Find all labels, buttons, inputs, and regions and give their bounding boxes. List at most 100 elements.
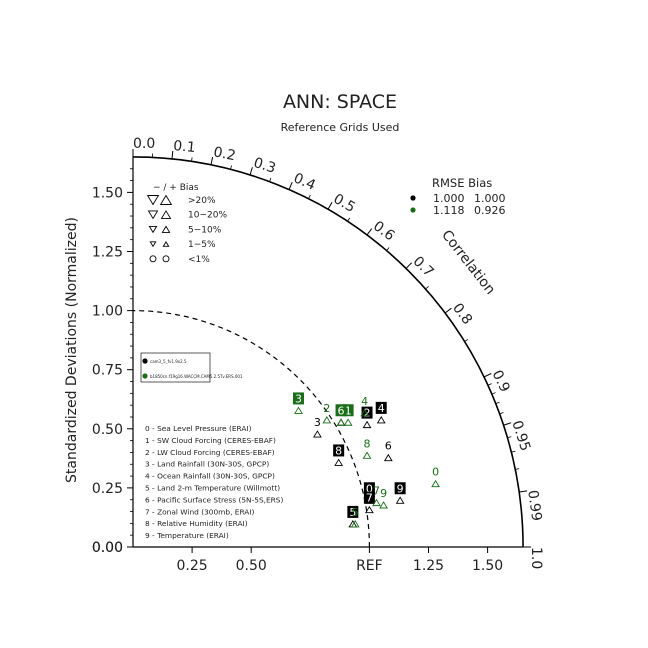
point-label: 5	[352, 506, 359, 519]
corr-tick	[327, 202, 333, 210]
point-label-box	[363, 482, 375, 495]
y-tick-label: 0.00	[92, 540, 123, 556]
data-point-0-6: 6	[383, 440, 393, 462]
point-label: 4	[361, 395, 368, 408]
point-bias-marker	[336, 418, 346, 426]
point-bias-marker	[350, 520, 360, 528]
data-point-0-3: 3	[312, 416, 322, 438]
bias-legend-label: 10−20%	[188, 211, 227, 221]
case-0-label: cam3_5_fv1.9x2.5	[150, 359, 187, 364]
point-label: 1	[345, 404, 352, 417]
data-point-1-4: 4	[360, 395, 370, 417]
point-label: 8	[364, 437, 371, 450]
point-label-box	[363, 491, 375, 504]
data-point-1-7: 7	[372, 485, 381, 507]
y-tick-label: 0.25	[92, 481, 123, 497]
y-tick-label: 0.75	[92, 363, 123, 379]
variable-legend-item: 9 - Temperature (ERAI)	[145, 531, 229, 540]
corr-minor-tick	[507, 436, 512, 439]
point-bias-marker	[362, 451, 372, 459]
data-point-1-0: 0	[431, 466, 440, 488]
point-bias-marker	[365, 505, 374, 514]
corr-minor-tick	[464, 339, 469, 342]
corr-tick	[519, 490, 528, 493]
x-tick-label: 1.50	[472, 558, 503, 574]
point-label: 5	[349, 506, 356, 519]
rmse-bias-table: RMSE Bias 1.000 1.000 1.118 0.926	[410, 176, 506, 217]
point-label: 9	[380, 487, 387, 500]
corr-tick-label: 0.99	[524, 489, 544, 522]
point-label-box	[394, 482, 406, 495]
point-label-box	[361, 406, 373, 419]
bias-legend-label: <1%	[188, 255, 210, 265]
corr-tick-label: 0.9	[489, 368, 513, 395]
rmse-row-0-bias: 1.000	[474, 192, 506, 205]
corr-tick	[483, 373, 492, 378]
point-label: 2	[323, 402, 330, 415]
point-label-box	[347, 505, 359, 518]
corr-tick-label: 0.2	[212, 144, 237, 164]
x-tick-label: 0.25	[177, 558, 208, 574]
point-bias-marker	[322, 416, 332, 424]
bias-legend-up-triangle	[160, 210, 172, 219]
data-point-0-9: 9	[394, 482, 406, 504]
point-label-box	[375, 401, 387, 414]
data-point-1-6: 6	[335, 404, 347, 426]
corr-tick	[288, 181, 293, 190]
variable-legend-item: 1 - SW Cloud Forcing (CERES-EBAF)	[145, 436, 276, 445]
point-label-box	[342, 404, 354, 417]
corr-minor-tick	[499, 412, 504, 415]
corr-tick	[405, 262, 412, 269]
rmse-row-0-marker	[410, 195, 416, 201]
data-point-1-2: 2	[322, 402, 332, 424]
variable-legend-item: 4 - Ocean Rainfall (30N-30S, GPCP)	[145, 472, 275, 481]
corr-minor-tick	[491, 392, 496, 395]
point-bias-marker	[395, 496, 405, 504]
point-bias-marker	[372, 498, 381, 507]
corr-minor-tick	[191, 157, 193, 162]
data-point-1-9: 9	[379, 487, 388, 509]
corr-minor-tick	[503, 423, 508, 426]
bias-legend-circle	[149, 255, 157, 263]
case-1-marker	[142, 373, 148, 379]
variable-legend-item: 3 - Land Rainfall (30N-30S, GPCP)	[145, 460, 269, 469]
corr-minor-tick	[495, 401, 500, 405]
variable-legend-item: 0 - Sea Level Pressure (ERAI)	[145, 424, 252, 433]
variable-legend: 0 - Sea Level Pressure (ERAI) 1 - SW Clou…	[145, 424, 283, 540]
correlation-label: Correlation	[438, 227, 498, 298]
point-label: 6	[385, 440, 392, 453]
data-point-0-7: 7	[363, 491, 375, 514]
bias-legend-header: − / + Bias	[153, 183, 199, 193]
case-legend-box	[140, 352, 211, 383]
point-bias-marker	[336, 418, 346, 426]
point-label-box	[292, 392, 304, 405]
data-point-1-1: 1	[342, 404, 354, 426]
outer-arc	[132, 156, 524, 548]
chart-title: ANN: SPACE	[283, 91, 397, 113]
case-0-marker	[142, 358, 148, 364]
point-label: 9	[397, 482, 404, 495]
bias-legend-down-triangle	[149, 241, 157, 248]
point-bias-marker	[431, 479, 440, 488]
point-label-box	[335, 404, 347, 417]
point-label: 3	[314, 416, 321, 429]
point-bias-marker	[379, 501, 388, 509]
rmse-row-1-bias: 0.926	[474, 204, 506, 217]
point-label-box	[333, 444, 345, 457]
bias-legend-down-triangle	[147, 210, 159, 220]
y-tick-label: 1.00	[92, 304, 123, 320]
corr-minor-tick	[308, 194, 311, 199]
data-point-0-2: 2	[361, 406, 373, 429]
bias-legend-up-triangle	[159, 194, 173, 205]
rmse-row-1-rmse: 1.118	[433, 204, 465, 217]
corr-minor-tick	[386, 247, 390, 251]
reference-arc	[132, 310, 370, 548]
x-tick-label: 1.25	[413, 558, 444, 574]
point-bias-marker	[362, 420, 372, 429]
bias-legend-up-triangle	[161, 225, 171, 233]
corr-tick	[210, 156, 214, 165]
corr-tick-label: 0.4	[291, 170, 318, 194]
chart-subtitle: Reference Grids Used	[281, 121, 400, 134]
case-legend: cam3_5_fv1.9x2.5 b1850cn.f19g16.WACCM.CA…	[140, 352, 243, 383]
bias-legend-down-triangle	[148, 225, 158, 234]
